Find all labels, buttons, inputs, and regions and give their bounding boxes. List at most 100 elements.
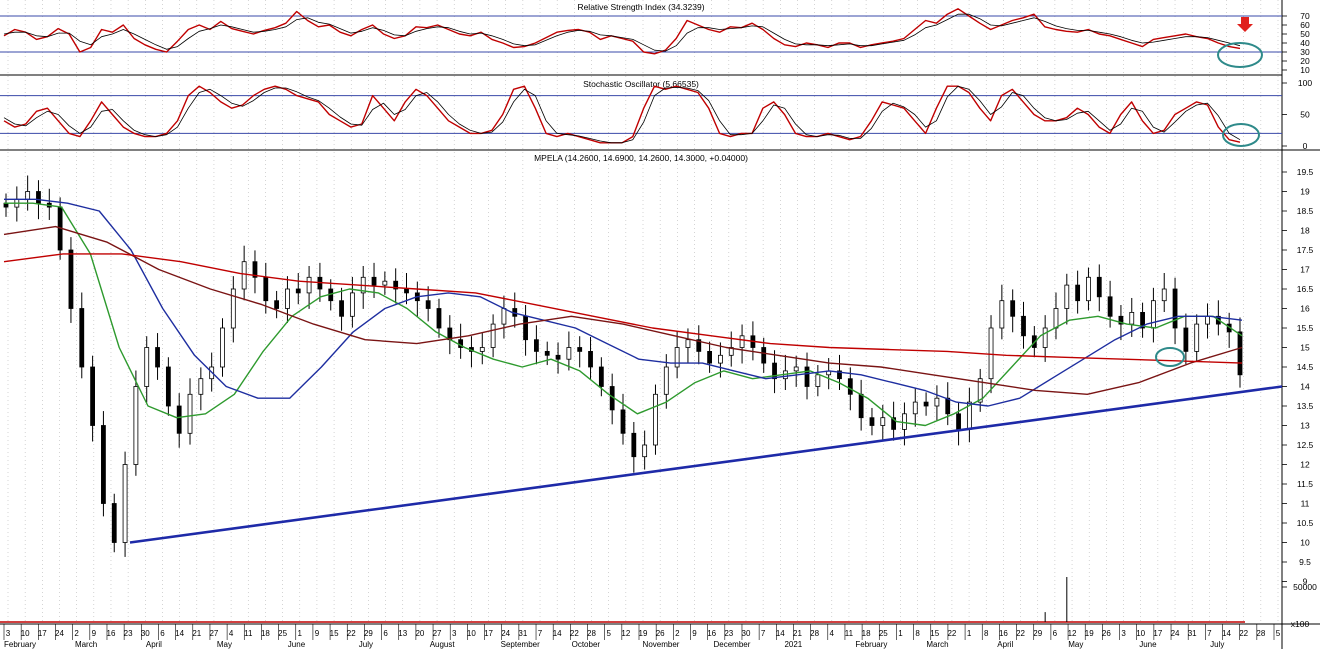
x-tick-label-day: 8 bbox=[915, 629, 920, 638]
candle-body bbox=[1086, 276, 1091, 302]
x-tick-label-month: December bbox=[714, 640, 751, 649]
x-tick-label-day: 12 bbox=[621, 629, 630, 638]
candle-body bbox=[739, 335, 745, 348]
price-y-tick-label: 14.5 bbox=[1297, 362, 1314, 372]
x-tick-label-day: 8 bbox=[984, 629, 989, 638]
candle-body bbox=[1183, 327, 1189, 352]
x-tick-label-day: 31 bbox=[518, 629, 527, 638]
candle-body bbox=[696, 339, 702, 352]
x-tick-label-day: 4 bbox=[229, 629, 234, 638]
x-tick-label-day: 28 bbox=[810, 629, 819, 638]
down-arrow-icon bbox=[1237, 17, 1253, 32]
x-tick-label-day: 7 bbox=[538, 629, 543, 638]
moving-average-4 bbox=[3, 253, 1243, 364]
x-tick-label-day: 1 bbox=[967, 629, 972, 638]
x-tick-label-day: 6 bbox=[160, 629, 165, 638]
x-tick-label-day: 1 bbox=[298, 629, 303, 638]
x-tick-label-day: 1 bbox=[898, 629, 903, 638]
x-tick-label-day: 7 bbox=[761, 629, 766, 638]
candle-body bbox=[1237, 331, 1243, 376]
candle-body bbox=[90, 366, 95, 426]
candle-body bbox=[1010, 300, 1016, 317]
x-tick-label-day: 4 bbox=[830, 629, 835, 638]
x-tick-label-month: March bbox=[926, 640, 948, 649]
candle-body bbox=[988, 327, 994, 380]
x-tick-label-day: 26 bbox=[656, 629, 665, 638]
x-tick-label-day: 5 bbox=[1276, 629, 1281, 638]
candle-body bbox=[588, 350, 593, 368]
x-tick-label-day: 14 bbox=[175, 629, 184, 638]
stochastic-y-tick-label: 100 bbox=[1298, 78, 1312, 88]
x-tick-label-day: 10 bbox=[1136, 629, 1145, 638]
candle-body bbox=[902, 413, 907, 430]
candle-body bbox=[36, 191, 41, 204]
x-tick-label-day: 18 bbox=[862, 629, 871, 638]
candle-body bbox=[858, 393, 864, 419]
price-y-tick-label: 9.5 bbox=[1299, 557, 1311, 567]
candle-body bbox=[1075, 284, 1081, 302]
rsi-y-tick-label: 10 bbox=[1300, 65, 1310, 75]
stochastic-y-tick-label: 50 bbox=[1300, 110, 1310, 120]
price-y-tick-label: 12.5 bbox=[1297, 440, 1314, 450]
candle-body bbox=[923, 401, 929, 407]
x-tick-label-day: 30 bbox=[141, 629, 150, 638]
x-tick-label-day: 11 bbox=[244, 629, 253, 638]
price-y-tick-label: 13 bbox=[1300, 421, 1310, 431]
candle-body bbox=[1021, 315, 1026, 337]
x-tick-label-day: 16 bbox=[999, 629, 1008, 638]
x-tick-label-month: February bbox=[4, 640, 36, 649]
x-tick-label-day: 6 bbox=[1053, 629, 1058, 638]
moving-average-2 bbox=[4, 198, 1243, 407]
x-tick-label-day: 17 bbox=[484, 629, 493, 638]
candle-body bbox=[523, 315, 528, 341]
x-tick-label-day: 6 bbox=[383, 629, 388, 638]
candle-body bbox=[1053, 308, 1059, 329]
candle-body bbox=[544, 350, 550, 356]
x-tick-label-day: 14 bbox=[553, 629, 562, 638]
candle-body bbox=[945, 397, 951, 415]
candle-body bbox=[1042, 327, 1048, 348]
price-y-tick-label: 10.5 bbox=[1297, 518, 1314, 528]
candle-body bbox=[79, 308, 85, 368]
candle-body bbox=[220, 327, 225, 368]
candle-body bbox=[425, 300, 431, 309]
x-tick-label-day: 20 bbox=[415, 629, 424, 638]
candle-body bbox=[555, 354, 561, 360]
x-tick-label-month: May bbox=[217, 640, 232, 649]
x-tick-label-month: November bbox=[643, 640, 680, 649]
candle-body bbox=[631, 432, 637, 458]
x-tick-label-day: 12 bbox=[1068, 629, 1077, 638]
candle-body bbox=[577, 347, 583, 352]
x-tick-label-day: 16 bbox=[707, 629, 716, 638]
candle-body bbox=[230, 288, 236, 329]
rsi-y-tick-label: 50 bbox=[1300, 29, 1310, 39]
x-tick-label-month: May bbox=[1068, 640, 1083, 649]
x-tick-label-day: 9 bbox=[315, 629, 320, 638]
price-y-tick-label: 19.5 bbox=[1297, 167, 1314, 177]
x-tick-label-day: 26 bbox=[1102, 629, 1111, 638]
volume-unit-label: x100 bbox=[1291, 619, 1310, 629]
x-tick-label-month: August bbox=[430, 640, 456, 649]
candle-body bbox=[187, 393, 193, 434]
price-y-tick-label: 16.5 bbox=[1297, 284, 1314, 294]
x-tick-label-day: 21 bbox=[793, 629, 802, 638]
candle-body bbox=[685, 339, 691, 348]
price-y-tick-label: 16 bbox=[1300, 304, 1310, 314]
candle-body bbox=[404, 288, 409, 294]
candle-body bbox=[165, 366, 171, 407]
candle-body bbox=[934, 397, 940, 407]
volume-y-tick-label: 50000 bbox=[1293, 582, 1317, 592]
candle-body bbox=[674, 347, 680, 368]
rsi-y-tick-label: 60 bbox=[1300, 20, 1310, 30]
stochastic-k-line bbox=[3, 85, 1241, 144]
x-tick-label-day: 21 bbox=[192, 629, 201, 638]
x-tick-label-day: 22 bbox=[1016, 629, 1025, 638]
x-tick-label-day: 2 bbox=[74, 629, 79, 638]
moving-average-1 bbox=[4, 202, 1243, 427]
rsi-line bbox=[3, 8, 1241, 55]
rsi-y-tick-label: 30 bbox=[1300, 47, 1310, 57]
x-tick-label-day: 24 bbox=[55, 629, 64, 638]
x-tick-label-month: September bbox=[501, 640, 540, 649]
